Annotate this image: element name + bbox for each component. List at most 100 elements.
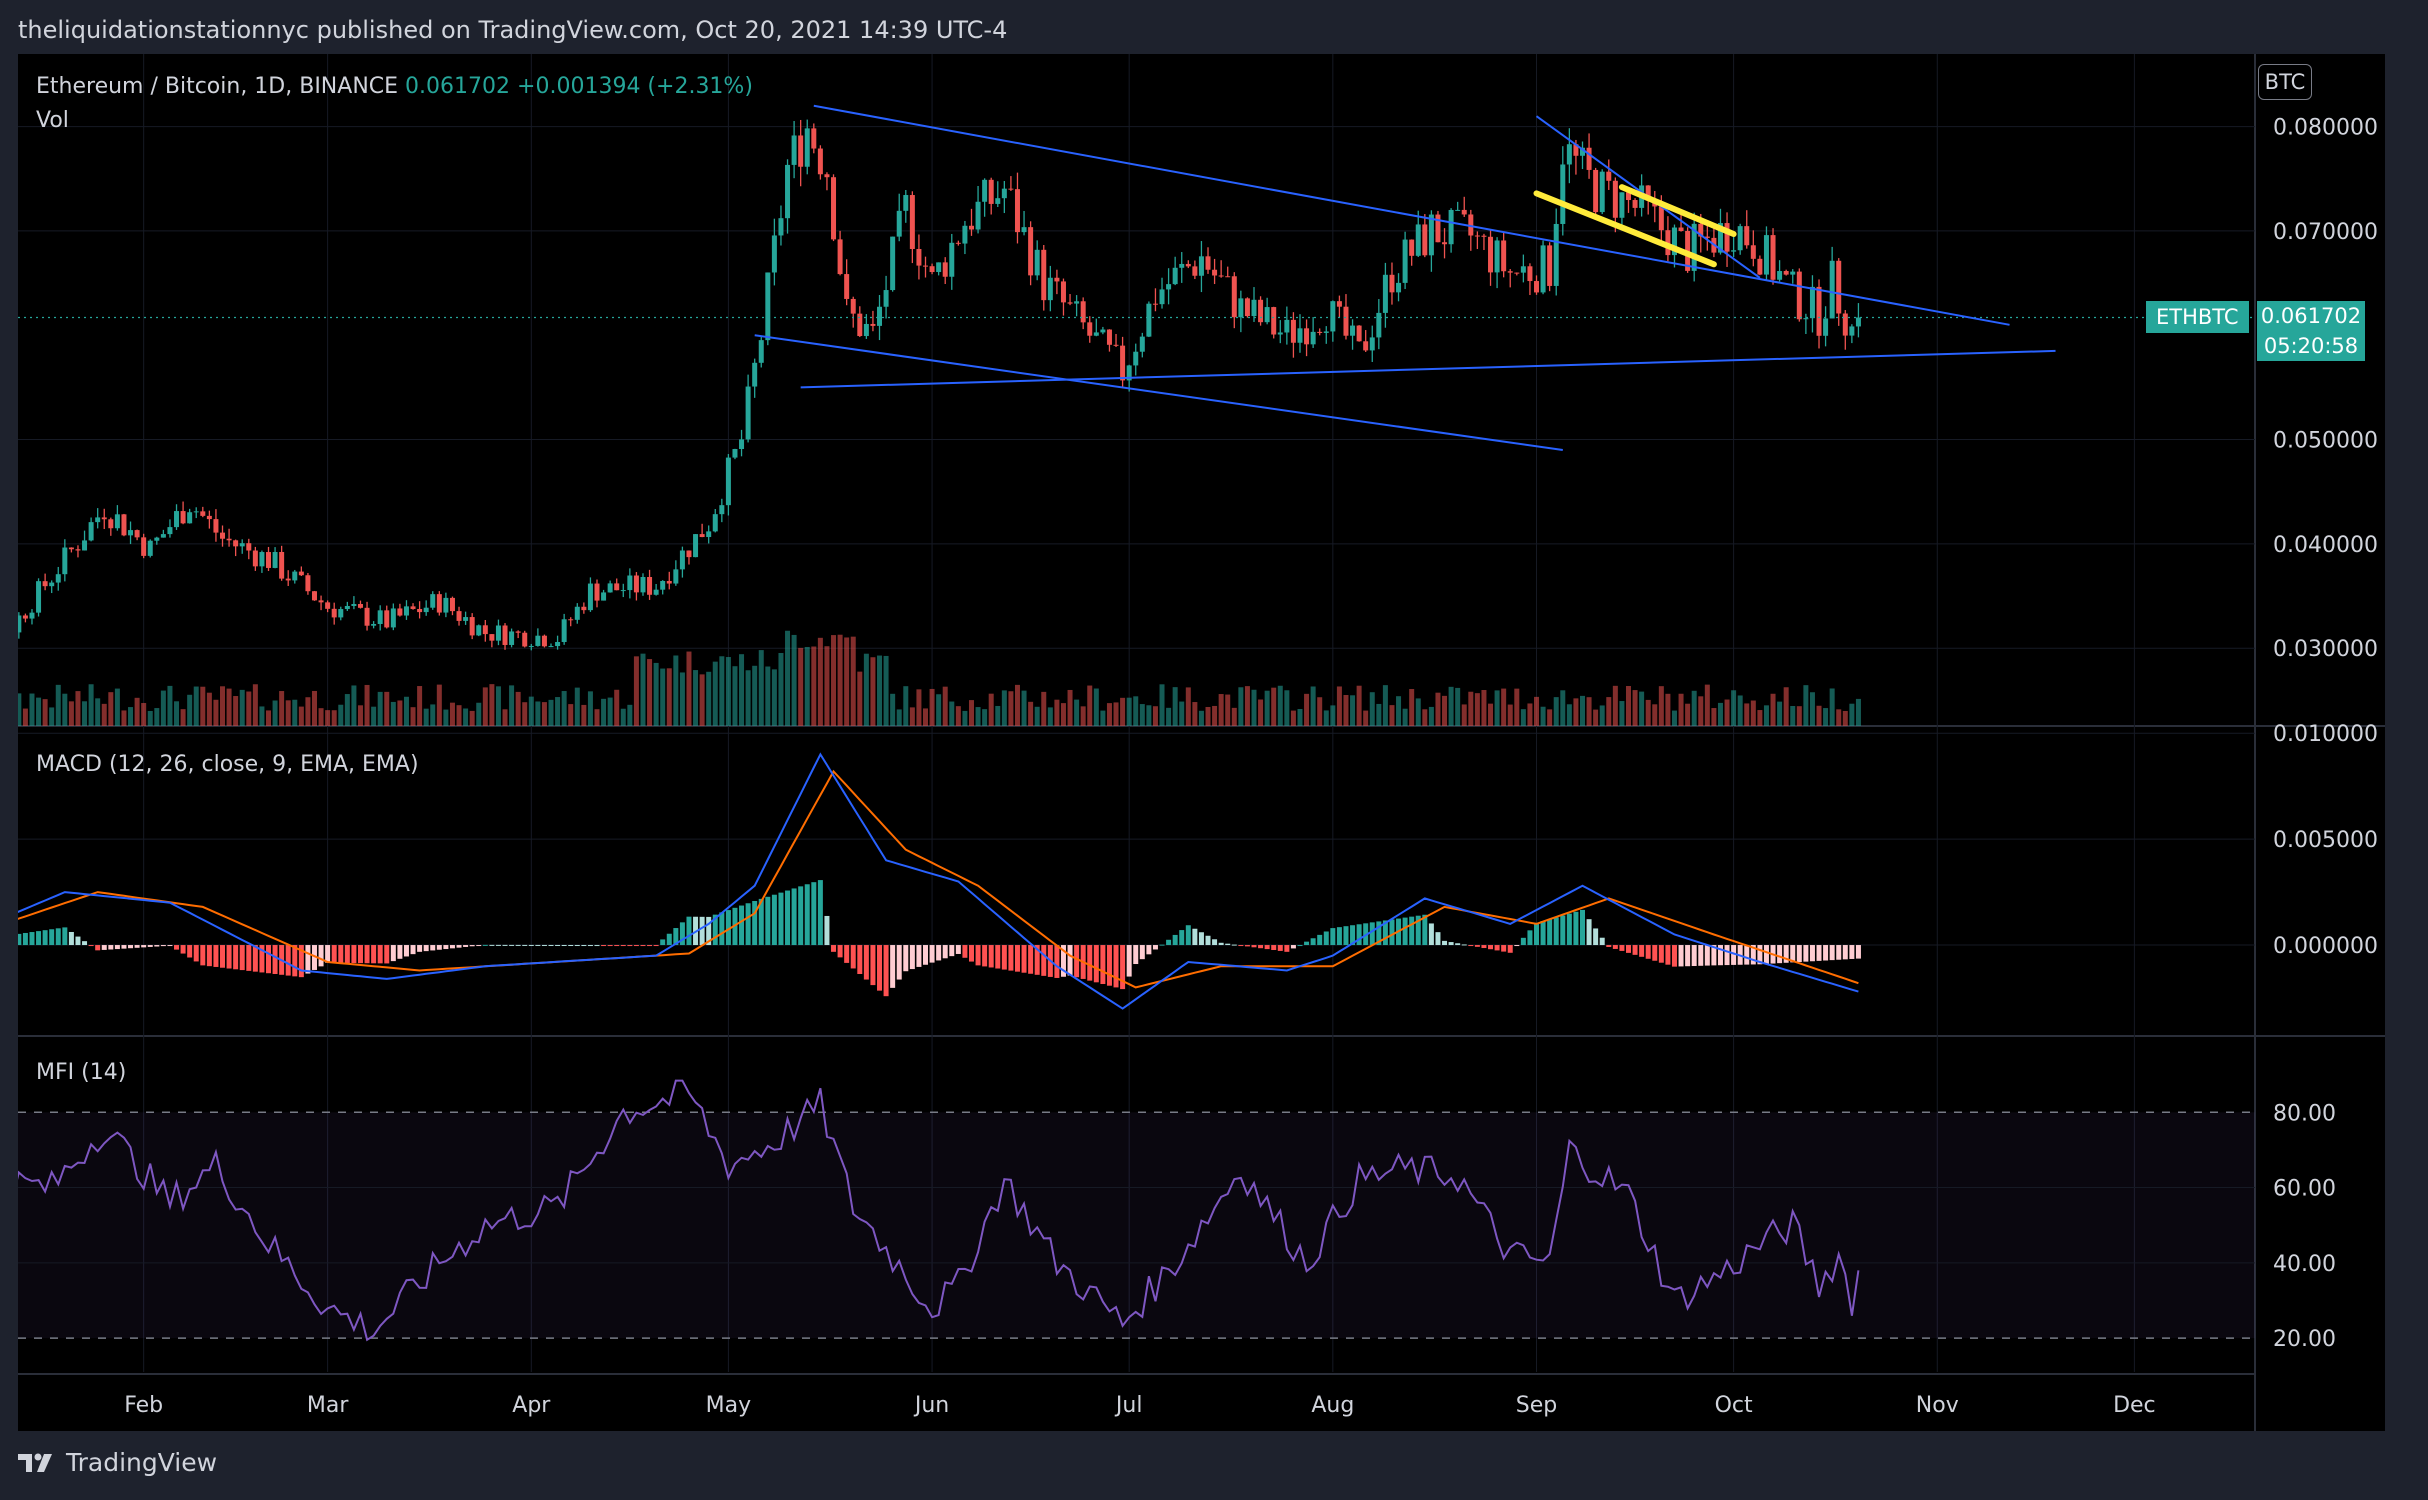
candle-body (1829, 260, 1835, 319)
volume-bar (1343, 694, 1349, 726)
candle-body (982, 179, 988, 202)
volume-bar (988, 693, 994, 726)
candle-body (154, 537, 160, 541)
volume-bar (272, 700, 278, 726)
macd-histogram-bar (548, 944, 554, 946)
currency-badge[interactable]: BTC (2258, 64, 2312, 100)
candle-body (936, 262, 942, 273)
macd-histogram-bar (1527, 930, 1533, 946)
volume-bar (528, 696, 534, 726)
candle-body (430, 594, 436, 608)
trendline (800, 349, 2056, 389)
volume-bar (338, 704, 344, 726)
volume-bar (601, 698, 607, 726)
volume-bar (1783, 687, 1789, 726)
volume-bar (1212, 705, 1218, 726)
footer-brand[interactable]: TradingView (18, 1448, 217, 1477)
macd-histogram-bar (1520, 937, 1526, 946)
mfi-line (18, 1079, 1860, 1342)
macd-histogram-bar (1606, 945, 1612, 947)
macd-histogram-bar (423, 945, 429, 952)
volume-bar (252, 684, 258, 726)
macd-histogram-bar (1093, 945, 1099, 983)
candle-body (1396, 282, 1402, 293)
candle-body (942, 262, 948, 277)
symbol-legend: Ethereum / Bitcoin, 1D, BINANCE 0.061702… (36, 74, 753, 99)
volume-bar (121, 710, 127, 726)
candle-body (206, 515, 212, 520)
macd-histogram-bar (82, 941, 88, 946)
chart-svg[interactable]: Feb Mar Apr May Jun Jul Aug Sep Oct Nov Dec 0.08000… (18, 54, 2385, 1431)
candle-body (1376, 312, 1382, 338)
volume-bar (1698, 696, 1704, 726)
volume-bar (331, 710, 337, 726)
macd-histogram-bar (1612, 945, 1618, 949)
candle-body (114, 514, 120, 529)
candle-body (18, 615, 22, 633)
candle-body (1763, 235, 1769, 275)
macd-histogram-bar (614, 945, 620, 947)
trendline-drawings[interactable] (754, 104, 2056, 451)
volume-bar (1041, 691, 1047, 726)
volume-bar (522, 702, 528, 726)
volume-bar (1297, 708, 1303, 726)
candle-body (627, 575, 633, 591)
candle-body (1060, 281, 1066, 303)
volume-bar (1645, 699, 1651, 726)
candle-body (962, 225, 968, 244)
chart-area[interactable]: Feb Mar Apr May Jun Jul Aug Sep Oct Nov Dec 0.08000… (18, 54, 2385, 1431)
macd-histogram-bar (1514, 945, 1520, 947)
candle-body (417, 608, 423, 613)
candle-body (955, 242, 961, 244)
volume-bar (1113, 702, 1119, 726)
volume-bar (975, 707, 981, 726)
candle-body (1527, 266, 1533, 282)
candle-body (213, 519, 219, 533)
volume-bar (1264, 690, 1270, 726)
candle-body (758, 340, 764, 363)
macd-histogram-bar (1428, 923, 1434, 946)
macd-histogram-bar (594, 945, 600, 947)
candle-body (1277, 332, 1283, 335)
candle-body (561, 619, 567, 643)
candle-body (1422, 224, 1428, 256)
candle-body (1488, 236, 1494, 273)
candle-body (220, 532, 226, 539)
volume-bar (1750, 700, 1756, 726)
volume-bar (1658, 686, 1664, 726)
volume-bar (962, 710, 968, 726)
candle-body (1192, 266, 1198, 276)
candle-body (1547, 245, 1553, 286)
candle-body (1363, 341, 1369, 351)
candle-body (1534, 281, 1540, 293)
volume-bar (1731, 690, 1737, 726)
macd-histogram-bar (1507, 945, 1513, 953)
volume-bar (147, 710, 153, 726)
macd-histogram-bar (541, 944, 547, 946)
volume-bar (1816, 705, 1822, 726)
macd-histogram-bar (1560, 915, 1566, 946)
macd-histogram-bar (1297, 945, 1303, 947)
candle-body (1691, 223, 1697, 271)
volume-bar (1540, 706, 1546, 726)
macd-histogram-bar (1724, 945, 1730, 966)
macd-histogram-bar (607, 945, 613, 947)
candle-body (1271, 307, 1277, 335)
volume-bar (42, 699, 48, 726)
candle-body (548, 646, 554, 648)
volume-bar (82, 701, 88, 726)
volume-bar (877, 655, 883, 726)
candle-body (614, 583, 620, 591)
candle-body (338, 609, 344, 618)
macd-histogram-bar (1632, 945, 1638, 955)
candle-body (1803, 318, 1809, 320)
brand-name: TradingView (66, 1448, 218, 1477)
volume-bar (693, 670, 699, 726)
macd-histogram-bar (502, 944, 508, 946)
candle-body (975, 201, 981, 230)
macd-histogram-bar (739, 905, 745, 946)
volume-bar (1323, 710, 1329, 726)
volume-bar (1244, 686, 1250, 726)
candle-body (1159, 289, 1165, 305)
candle-body (804, 128, 810, 167)
